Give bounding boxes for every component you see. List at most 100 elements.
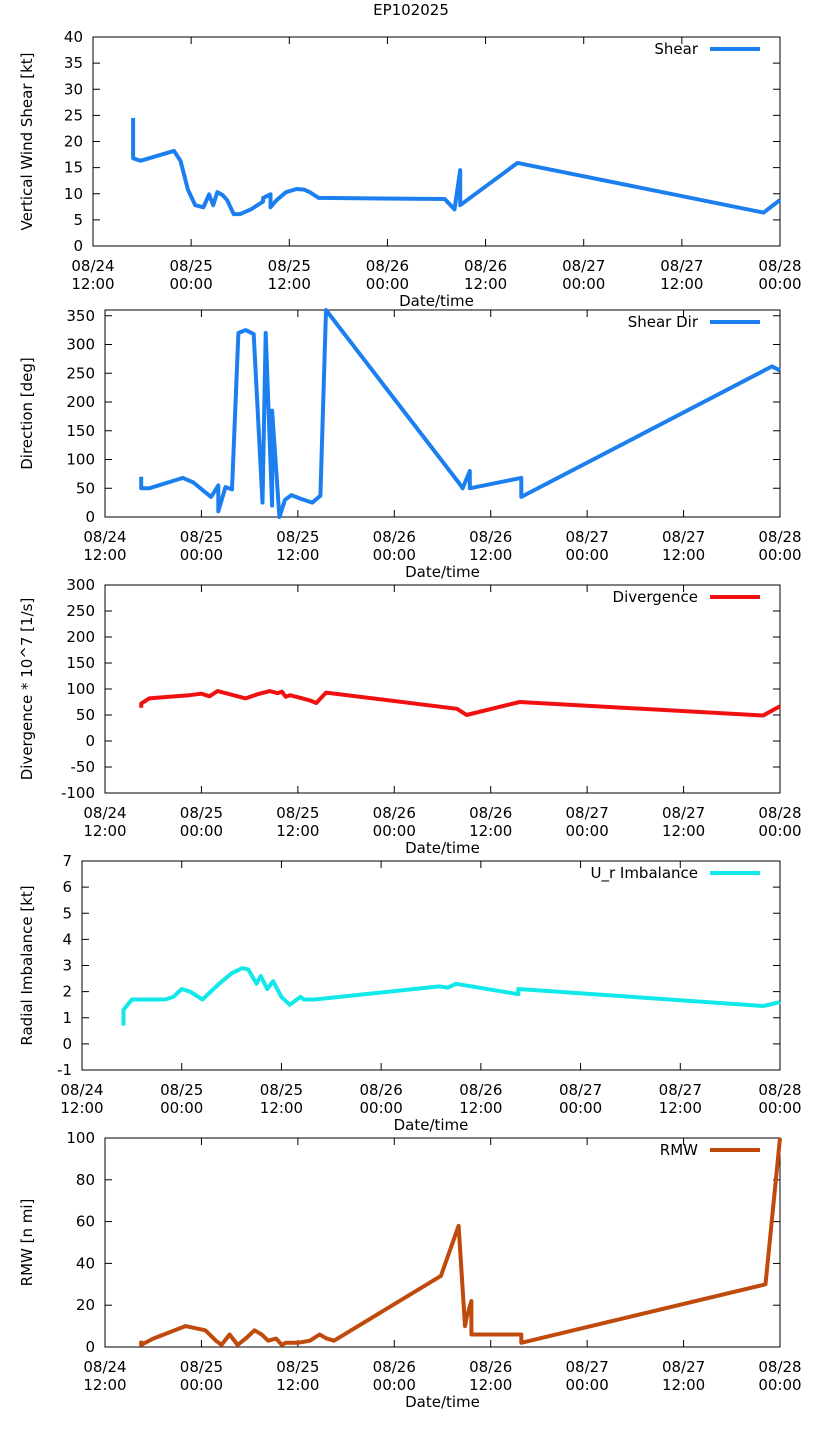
y-tick-label: 10 (64, 185, 83, 203)
x-tick-label-time: 00:00 (758, 1099, 801, 1117)
x-tick-label-date: 08/25 (180, 528, 223, 546)
figure-title: EP102025 (373, 1, 449, 19)
y-tick-label: 300 (66, 336, 95, 354)
x-tick-label-date: 08/28 (758, 1358, 801, 1376)
y-axis-label: RMW [n mi] (18, 1199, 36, 1287)
x-tick-label-date: 08/24 (83, 528, 126, 546)
x-tick-label-date: 08/25 (180, 804, 223, 822)
y-tick-label: 50 (76, 479, 95, 497)
x-tick-label-date: 08/28 (758, 1081, 801, 1099)
x-tick-label-date: 08/24 (83, 804, 126, 822)
x-tick-label-date: 08/25 (276, 804, 319, 822)
x-tick-label-time: 12:00 (276, 822, 319, 840)
x-tick-label-date: 08/25 (180, 1358, 223, 1376)
legend-label: U_r Imbalance (590, 864, 698, 883)
x-tick-label-time: 00:00 (180, 1376, 223, 1394)
x-tick-label-date: 08/27 (566, 1358, 609, 1376)
x-tick-label-date: 08/25 (170, 257, 213, 275)
x-tick-label-date: 08/25 (260, 1081, 303, 1099)
x-tick-label-time: 12:00 (260, 1099, 303, 1117)
x-tick-label-time: 12:00 (464, 275, 507, 293)
y-tick-label: 0 (85, 508, 95, 526)
x-tick-label-date: 08/26 (373, 804, 416, 822)
y-tick-label: -1 (57, 1061, 72, 1079)
x-tick-label-time: 00:00 (758, 275, 801, 293)
x-tick-label-date: 08/27 (566, 804, 609, 822)
y-tick-label: 7 (62, 852, 72, 870)
x-tick-label-time: 12:00 (662, 546, 705, 564)
y-tick-label: 40 (76, 1254, 95, 1272)
series-line-divergence (139, 689, 781, 718)
series-line-shear-dir (139, 308, 781, 519)
x-tick-label-time: 12:00 (659, 1099, 702, 1117)
x-tick-label-time: 12:00 (459, 1099, 502, 1117)
legend-label: Shear Dir (628, 313, 699, 331)
plot-frame (104, 309, 781, 518)
x-tick-label-time: 12:00 (83, 546, 126, 564)
plot-frame (104, 1137, 781, 1348)
y-tick-label: 5 (62, 904, 72, 922)
x-tick-label-date: 08/24 (60, 1081, 103, 1099)
y-tick-label: 300 (66, 576, 95, 594)
chart-panel-1: 051015202530354008/2412:0008/2500:0008/2… (18, 28, 802, 310)
x-tick-label-date: 08/28 (758, 804, 801, 822)
y-tick-label: 250 (66, 364, 95, 382)
y-tick-label: 3 (62, 957, 72, 975)
x-tick-label-time: 12:00 (60, 1099, 103, 1117)
x-tick-label-date: 08/26 (459, 1081, 502, 1099)
legend-label: Shear (654, 40, 698, 58)
y-tick-label: 2 (62, 983, 72, 1001)
x-tick-label-time: 12:00 (469, 822, 512, 840)
y-tick-label: 25 (64, 106, 83, 124)
y-tick-label: 150 (66, 422, 95, 440)
x-tick-label-time: 00:00 (170, 275, 213, 293)
y-axis-label: Divergence * 10^7 [1/s] (18, 598, 36, 781)
x-tick-label-time: 12:00 (268, 275, 311, 293)
y-tick-label: 150 (66, 654, 95, 672)
x-tick-label-date: 08/27 (659, 1081, 702, 1099)
y-axis-label: Direction [deg] (18, 357, 36, 470)
x-tick-label-time: 00:00 (160, 1099, 203, 1117)
y-tick-label: 0 (62, 1035, 72, 1053)
x-tick-label-time: 00:00 (360, 1099, 403, 1117)
x-tick-label-time: 12:00 (660, 275, 703, 293)
y-tick-label: 30 (64, 80, 83, 98)
x-tick-label-time: 00:00 (566, 822, 609, 840)
x-tick-label-time: 12:00 (276, 1376, 319, 1394)
x-tick-label-time: 00:00 (758, 1376, 801, 1394)
y-tick-label: 200 (66, 628, 95, 646)
x-tick-label-time: 00:00 (566, 1376, 609, 1394)
x-tick-label-date: 08/27 (662, 528, 705, 546)
y-tick-label: 50 (76, 706, 95, 724)
y-tick-label: 350 (66, 307, 95, 325)
y-tick-label: 200 (66, 393, 95, 411)
x-tick-label-date: 08/26 (469, 1358, 512, 1376)
x-tick-label-date: 08/25 (160, 1081, 203, 1099)
y-tick-label: 6 (62, 878, 72, 896)
x-tick-label-date: 08/26 (464, 257, 507, 275)
x-axis-label: Date/time (405, 1393, 480, 1411)
x-tick-label-time: 00:00 (566, 546, 609, 564)
x-tick-label-date: 08/28 (758, 257, 801, 275)
y-tick-label: 15 (64, 159, 83, 177)
x-axis-label: Date/time (405, 839, 480, 857)
x-tick-label-date: 08/26 (373, 1358, 416, 1376)
x-tick-label-date: 08/26 (469, 528, 512, 546)
x-tick-label-time: 00:00 (180, 822, 223, 840)
chart-panel-3: -100-5005010015020025030008/2412:0008/25… (18, 576, 802, 857)
y-tick-label: 35 (64, 54, 83, 72)
x-tick-label-time: 00:00 (180, 546, 223, 564)
x-tick-label-time: 12:00 (83, 822, 126, 840)
y-axis-label: Radial Imbalance [kt] (18, 885, 36, 1045)
x-tick-label-date: 08/26 (366, 257, 409, 275)
chart-panel-4: -10123456708/2412:0008/2500:0008/2512:00… (18, 852, 802, 1134)
x-tick-label-date: 08/25 (276, 1358, 319, 1376)
chart-panel-5: 02040608010008/2412:0008/2500:0008/2512:… (18, 1129, 802, 1411)
series-line-u-r-imbalance (121, 966, 781, 1026)
x-tick-label-date: 08/25 (276, 528, 319, 546)
x-tick-label-time: 12:00 (469, 546, 512, 564)
x-tick-label-time: 12:00 (662, 822, 705, 840)
y-tick-label: 1 (62, 1009, 72, 1027)
series-line-rmw (139, 1137, 782, 1347)
